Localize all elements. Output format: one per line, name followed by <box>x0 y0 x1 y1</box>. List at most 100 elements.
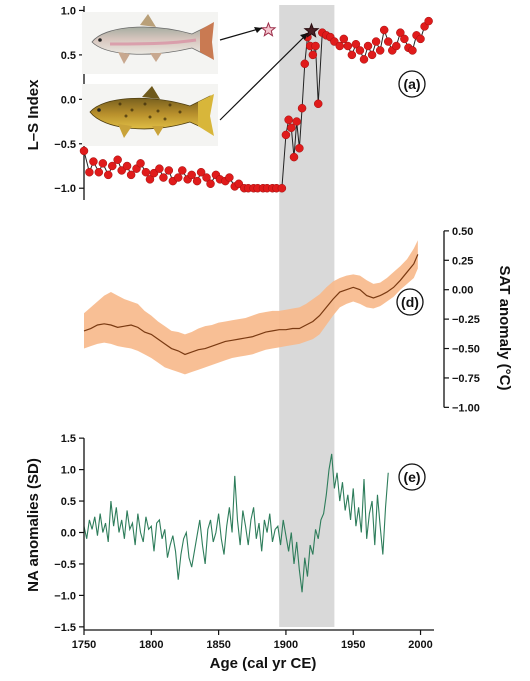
panel-a-y-tick-label: 0.0 <box>61 94 76 106</box>
panel-a-data-point <box>313 99 323 109</box>
panel-a-stars <box>260 21 320 38</box>
rainbow-trout-image <box>82 12 218 74</box>
panel-a-data-point <box>347 50 357 60</box>
panel-a-data-point <box>308 50 318 60</box>
panel-a-label: (a) <box>403 76 420 92</box>
panel-a-data-point <box>206 179 215 189</box>
panel-d-y-tick-label: −0.25 <box>452 314 480 326</box>
panel-e-y-label: NA anomalies (SD) <box>25 458 42 592</box>
panel-a-data-point <box>292 117 301 126</box>
panel-a-data-point <box>164 166 174 175</box>
panel-a-data-point <box>108 161 117 171</box>
panel-e-y-tick-label: 0.0 <box>61 528 76 540</box>
brown-trout-image <box>82 84 218 146</box>
panel-a-star-marker <box>303 22 320 38</box>
panel-a-data-point <box>375 46 385 55</box>
panel-a-data-point <box>277 183 287 193</box>
panel-a-data-point <box>225 173 234 182</box>
panel-a-data-point <box>122 161 132 171</box>
panel-a-label-circle <box>398 70 426 98</box>
panel-d-y-tick-label: 0.25 <box>452 255 473 267</box>
panel-d-y-axis: 0.50 0.25 0.00 −0.25 −0.50 −0.75 −1.00 <box>443 226 480 414</box>
panel-a-data-point <box>155 164 164 173</box>
panel-d-y-tick-label: −0.75 <box>452 373 480 385</box>
arrow-to-dark-star <box>219 32 309 121</box>
panel-a-data-point <box>371 37 381 46</box>
panel-d-label-circle <box>396 288 424 316</box>
panel-a-data-point <box>178 166 187 175</box>
panel-a-data-point <box>287 123 296 133</box>
panel-e-label-circle <box>398 463 426 491</box>
panel-a-y-label: L–S Index <box>25 79 42 151</box>
panel-e-series <box>83 453 389 593</box>
panel-a-data-point <box>159 173 168 182</box>
panel-a-data-point <box>141 167 151 177</box>
panel-a-data-point <box>192 176 202 186</box>
panel-a-star-marker <box>260 21 277 37</box>
panel-a-data-point <box>367 50 377 60</box>
x-tick-label: 1750 <box>72 639 96 651</box>
panel-d-y-tick-label: 0.00 <box>452 285 473 297</box>
panel-a-data-point <box>351 39 361 49</box>
panel-e-y-axis: 1.5 1.0 0.5 0.0 −0.5 −1.0 −1.5 <box>54 433 85 634</box>
panel-a-data-point <box>89 157 98 166</box>
panel-a-data-point <box>396 28 405 37</box>
x-tick-label: 2000 <box>408 639 432 651</box>
panel-e-y-tick-label: 1.5 <box>61 433 76 445</box>
panel-d-y-tick-label: −1.00 <box>452 402 480 414</box>
panel-a-data-point <box>408 46 417 55</box>
panel-a-y-tick-label: −1.0 <box>54 183 76 195</box>
panel-a-data-point <box>281 130 291 140</box>
panel-d-sat-anomaly: 0.50 0.25 0.00 −0.25 −0.50 −0.75 −1.00 SAT ano… <box>83 226 513 414</box>
panel-a-data-point <box>339 34 349 44</box>
panel-e-y-tick-label: −1.5 <box>54 622 76 634</box>
panel-d-confidence-band <box>84 240 418 375</box>
panel-a-data-point <box>98 159 108 168</box>
panel-a-data-point <box>311 41 320 51</box>
panel-d-band <box>84 240 418 375</box>
panel-a-data-point <box>196 167 206 177</box>
panel-a-data-point <box>85 167 94 177</box>
panel-a-data-point <box>126 170 136 180</box>
panel-a-data-point <box>113 155 122 165</box>
panel-a-y-tick-label: −0.5 <box>54 139 76 151</box>
panel-a-data-point <box>79 146 89 156</box>
panel-a-data-point <box>289 152 299 162</box>
panel-d-mean-series <box>83 254 419 356</box>
panel-d-y-label: SAT anomaly (°C) <box>496 266 513 391</box>
panel-d-label: (d) <box>401 294 419 310</box>
panel-a-data-point <box>297 103 307 113</box>
panel-a-data-point <box>416 34 425 44</box>
x-axis: 1750 1800 1850 1900 1950 2000 <box>72 629 434 651</box>
panel-a-data-point <box>284 115 293 125</box>
panel-a-data-point <box>392 41 401 51</box>
panel-a-data-point <box>379 25 389 35</box>
panel-d-y-tick-label: 0.50 <box>452 226 473 238</box>
x-tick-label: 1850 <box>206 639 230 651</box>
panel-a-data-point <box>94 167 104 177</box>
arrow-to-pink-star <box>219 27 263 41</box>
panel-e-label: (e) <box>403 469 420 485</box>
panel-e-y-tick-label: 1.0 <box>61 465 76 477</box>
panel-a-data-point <box>363 41 373 51</box>
panel-a-data-point <box>424 16 433 26</box>
panel-a-data-point <box>300 59 310 69</box>
panel-e-series-line <box>83 453 389 593</box>
panel-a-data-point <box>335 41 345 51</box>
panel-a-series <box>79 16 433 193</box>
panel-a-data-point <box>173 173 183 182</box>
panel-a-data-point <box>343 41 353 51</box>
panel-e-y-tick-label: −1.0 <box>54 590 76 602</box>
panel-a-data-point <box>136 159 145 168</box>
panel-a-ls-index: 1.0 0.5 0.0 −0.5 −1.0 L–S Index (a) <box>25 5 433 200</box>
panel-a-data-point <box>383 37 393 46</box>
panel-e-na-anomalies: 1.5 1.0 0.5 0.0 −0.5 −1.0 −1.5 1750 1800 1850 190… <box>25 433 434 672</box>
panel-e-y-tick-label: 0.5 <box>61 496 76 508</box>
panel-a-y-tick-label: 1.0 <box>61 5 76 17</box>
panel-d-mean-line <box>83 254 419 356</box>
panel-a-data-point <box>202 173 211 182</box>
arrow-head-dark-star <box>300 33 308 40</box>
x-axis-label: Age (cal yr CE) <box>210 655 317 672</box>
x-tick-label: 1900 <box>274 639 298 651</box>
